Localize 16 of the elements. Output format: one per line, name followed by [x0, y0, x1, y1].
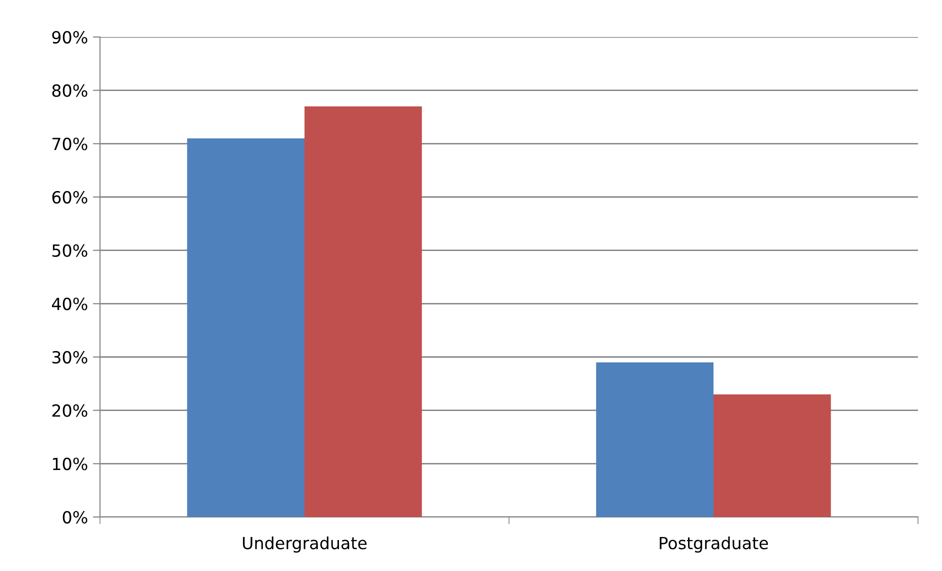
- y-tick-label: 20%: [52, 404, 88, 417]
- y-tick-label: 30%: [52, 350, 88, 364]
- y-tick-label: 10%: [52, 458, 88, 470]
- x-tick-label: Postgraduate: [660, 536, 768, 553]
- y-tick-label: 0%: [62, 510, 88, 524]
- x-tick-label: Undergraduate: [242, 536, 367, 553]
- y-tick-label: 70%: [52, 138, 88, 150]
- y-tick-label: 90%: [52, 30, 88, 44]
- bar: [596, 362, 714, 517]
- bar: [714, 394, 831, 517]
- bar: [304, 106, 422, 517]
- y-tick-label: 50%: [52, 244, 88, 257]
- y-tick-label: 60%: [52, 190, 88, 204]
- y-tick-label: 80%: [52, 84, 88, 97]
- y-tick-label: 40%: [52, 298, 88, 310]
- bar: [187, 138, 304, 517]
